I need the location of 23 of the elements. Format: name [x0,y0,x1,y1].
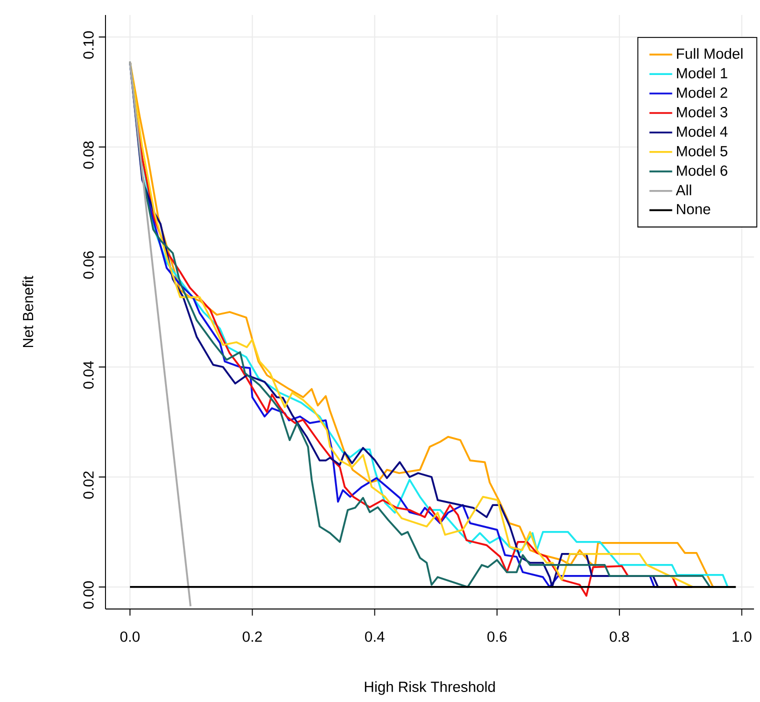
y-tick-label: 0.00 [83,581,94,609]
legend-label: Model 2 [677,87,728,98]
legend-label: Model 5 [677,146,728,156]
legend-label: Model 4 [677,126,728,137]
legend-label: Model 6 [677,165,728,176]
y-tick-label: 0.08 [83,141,94,169]
x-tick-label: 0.0 [120,631,140,642]
legend-label: Model 3 [677,106,728,118]
x-tick-label: 1.0 [732,631,752,642]
y-tick-label: 0.04 [83,361,94,389]
y-tick-label: 0.10 [83,31,94,59]
x-axis-title: High Risk Threshold [364,681,495,695]
y-tick-label: 0.02 [83,471,94,499]
y-axis-title: Net Benefit [22,276,34,348]
x-tick-label: 0.2 [242,631,262,642]
legend-label: None [677,204,710,214]
legend-label: All [676,184,692,196]
x-tick-label: 0.4 [365,631,384,642]
x-tick-label: 0.6 [487,631,507,642]
legend-label: Full Model [677,48,742,59]
y-tick-label: 0.06 [83,251,94,279]
legend-label: Model 1 [677,68,728,78]
x-tick-label: 0.8 [610,631,629,642]
